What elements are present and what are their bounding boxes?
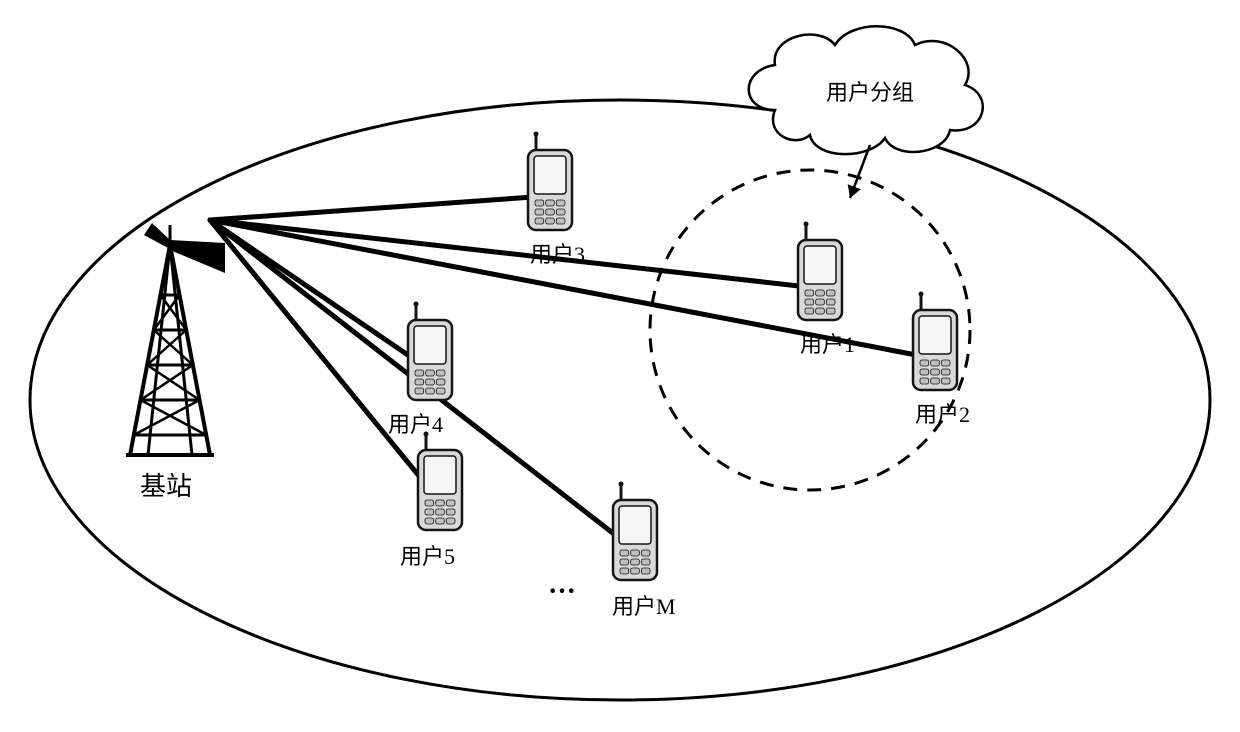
user-label: 用户3 <box>530 242 585 267</box>
phone-icon <box>913 292 957 391</box>
base-station-label: 基站 <box>140 472 192 501</box>
user-label: 用户M <box>612 594 676 619</box>
phone-icon <box>418 432 462 531</box>
link-line <box>210 196 547 220</box>
phone-icon <box>613 482 657 581</box>
ellipsis: ··· <box>548 576 576 607</box>
base-station-icon <box>126 223 225 455</box>
phone-icon <box>798 222 842 321</box>
user-label: 用户1 <box>800 332 855 357</box>
user-label: 用户2 <box>915 402 970 427</box>
user-label: 用户5 <box>400 544 455 569</box>
phone-icon <box>408 302 452 401</box>
link-line <box>210 220 437 498</box>
cloud-label: 用户分组 <box>826 80 914 105</box>
user-label: 用户4 <box>388 412 443 437</box>
phone-icon <box>528 132 572 231</box>
